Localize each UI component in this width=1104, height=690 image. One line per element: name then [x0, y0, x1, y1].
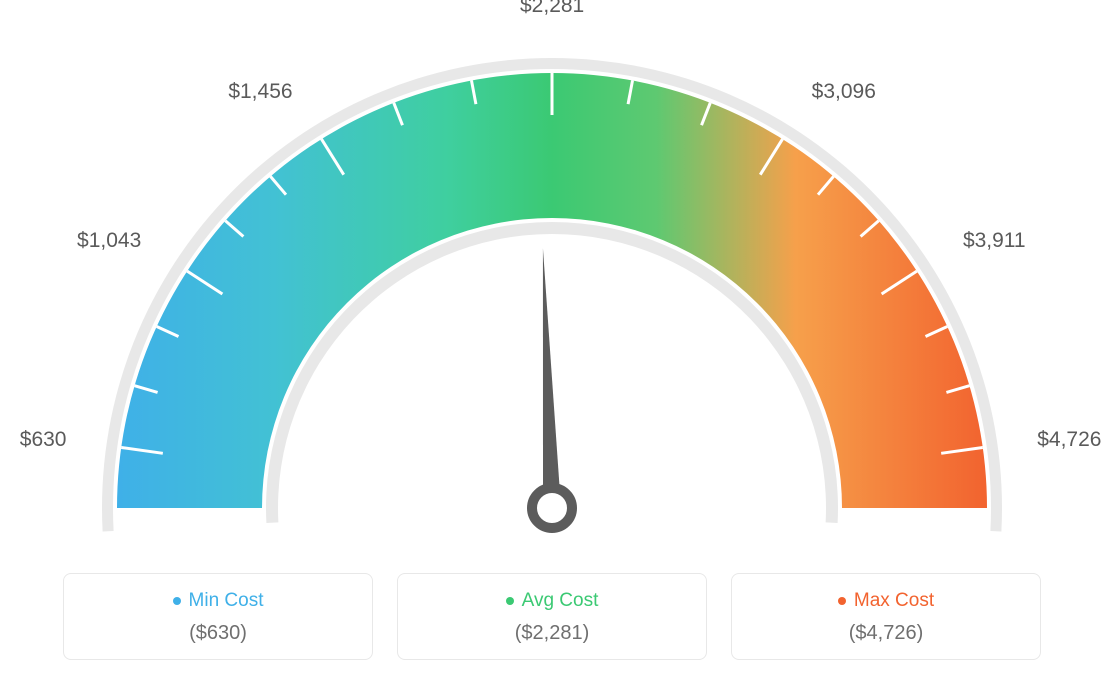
min-cost-label: Min Cost: [189, 590, 264, 612]
min-cost-label-line: Min Cost: [64, 590, 372, 612]
gauge-svg: [0, 0, 1104, 560]
max-cost-card: Max Cost ($4,726): [731, 573, 1041, 660]
gauge-tick-label: $2,281: [520, 0, 584, 18]
gauge-needle: [543, 248, 561, 508]
gauge-chart-container: $630 $1,043 $1,456 $2,281 $3,096 $3,911 $4,726…: [0, 0, 1104, 690]
max-cost-value: ($4,726): [732, 622, 1040, 645]
avg-cost-label: Avg Cost: [522, 590, 599, 612]
min-cost-value: ($630): [64, 622, 372, 645]
avg-cost-label-line: Avg Cost: [398, 590, 706, 612]
avg-cost-dot-icon: [506, 597, 514, 605]
gauge-needle-hub-icon: [532, 488, 572, 528]
gauge-tick-label: $1,456: [228, 80, 292, 104]
max-cost-label-line: Max Cost: [732, 590, 1040, 612]
avg-cost-card: Avg Cost ($2,281): [397, 573, 707, 660]
gauge-tick-label: $3,096: [812, 80, 876, 104]
min-cost-card: Min Cost ($630): [63, 573, 373, 660]
avg-cost-value: ($2,281): [398, 622, 706, 645]
min-cost-dot-icon: [173, 597, 181, 605]
gauge-tick-label: $630: [20, 428, 67, 452]
gauge-area: $630 $1,043 $1,456 $2,281 $3,096 $3,911 $4,726: [0, 0, 1104, 560]
cost-cards-row: Min Cost ($630) Avg Cost ($2,281) Max Co…: [0, 573, 1104, 660]
max-cost-label: Max Cost: [854, 590, 934, 612]
gauge-tick-label: $3,911: [963, 229, 1026, 253]
gauge-tick-label: $1,043: [77, 229, 141, 253]
gauge-tick-label: $4,726: [1037, 428, 1101, 452]
max-cost-dot-icon: [838, 597, 846, 605]
